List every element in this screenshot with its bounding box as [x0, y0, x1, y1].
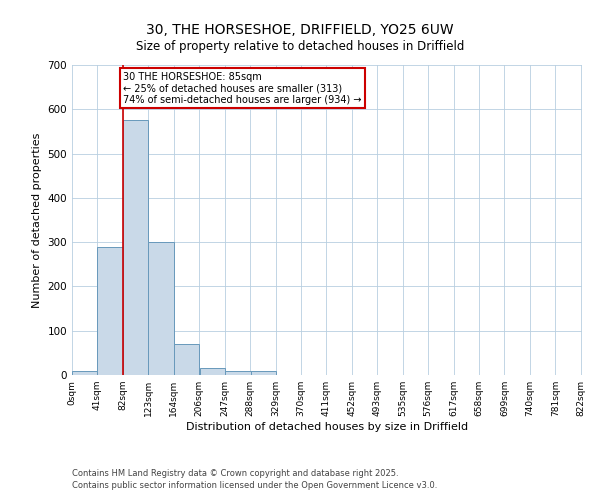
Text: 30 THE HORSESHOE: 85sqm
← 25% of detached houses are smaller (313)
74% of semi-d: 30 THE HORSESHOE: 85sqm ← 25% of detache… [124, 72, 362, 105]
Y-axis label: Number of detached properties: Number of detached properties [32, 132, 42, 308]
Text: 30, THE HORSESHOE, DRIFFIELD, YO25 6UW: 30, THE HORSESHOE, DRIFFIELD, YO25 6UW [146, 22, 454, 36]
Bar [123, 120, 148, 375]
Bar [97, 248, 123, 375]
Bar [72, 372, 97, 375]
Text: Contains public sector information licensed under the Open Government Licence v3: Contains public sector information licen… [72, 481, 437, 490]
Text: Contains HM Land Registry data © Crown copyright and database right 2025.: Contains HM Land Registry data © Crown c… [72, 468, 398, 477]
Text: Size of property relative to detached houses in Driffield: Size of property relative to detached ho… [136, 40, 464, 53]
Bar [200, 368, 225, 375]
Bar [148, 242, 174, 375]
Bar [225, 370, 251, 375]
X-axis label: Distribution of detached houses by size in Driffield: Distribution of detached houses by size … [186, 422, 468, 432]
Bar [174, 344, 199, 375]
Bar [251, 372, 276, 375]
